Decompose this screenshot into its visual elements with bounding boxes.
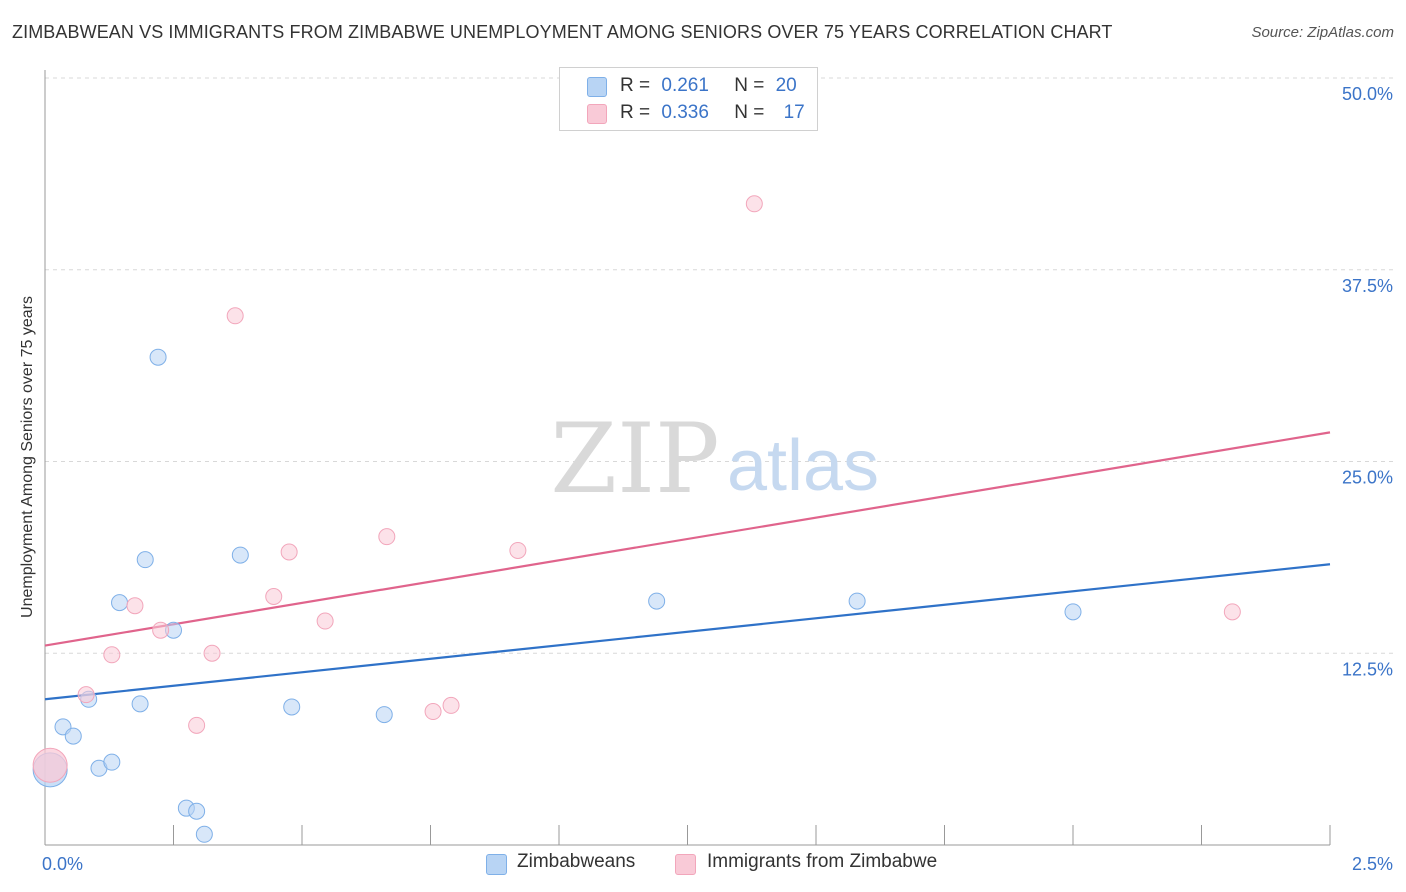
- grid-layer: [45, 77, 1395, 654]
- series-legend-zimbabweans: Zimbabweans: [486, 851, 636, 875]
- legend-swatch-zimbabweans: [486, 854, 507, 875]
- point-immigrants: [280, 543, 298, 561]
- legend-row-immigrants: R = 0.336 N = 17: [620, 102, 805, 126]
- trendline-zimbabweans: [44, 563, 1331, 701]
- y-tick-label: 25.0%: [1342, 468, 1393, 488]
- trendline-immigrants: [44, 431, 1331, 647]
- point-immigrants: [745, 195, 763, 213]
- legend-r-label: R =: [620, 102, 651, 123]
- y-tick-label: 50.0%: [1342, 84, 1393, 104]
- legend-n-label: N =: [734, 102, 765, 123]
- axis-layer: [44, 70, 1331, 846]
- points-layer: [32, 195, 1241, 843]
- point-immigrants: [378, 528, 396, 546]
- series-legend-immigrants: Immigrants from Zimbabwe: [675, 851, 938, 875]
- point-zimbabweans: [848, 592, 866, 610]
- legend-swatch-immigrants: [675, 854, 696, 875]
- legend-swatch-immigrants: [587, 104, 607, 124]
- point-zimbabweans: [283, 698, 301, 716]
- point-zimbabweans: [149, 348, 167, 366]
- trend-layer: [44, 431, 1331, 701]
- point-immigrants: [103, 646, 121, 664]
- point-zimbabweans: [136, 551, 154, 569]
- point-zimbabweans: [111, 594, 129, 612]
- point-zimbabweans: [188, 802, 206, 820]
- stats-legend: R = 0.261 N = 20 R = 0.336 N = 17: [559, 67, 818, 131]
- x-tick-label: 0.0%: [42, 854, 83, 874]
- point-immigrants: [424, 703, 442, 721]
- point-immigrants: [77, 686, 95, 704]
- legend-label-zimbabweans: Zimbabweans: [517, 851, 636, 872]
- point-zimbabweans: [231, 546, 249, 564]
- legend-swatch-zimbabweans: [587, 77, 607, 97]
- point-zimbabweans: [103, 753, 121, 771]
- legend-n-value: 20: [775, 75, 797, 96]
- point-immigrants: [226, 307, 244, 325]
- chart-title: ZIMBABWEAN VS IMMIGRANTS FROM ZIMBABWE U…: [12, 22, 1113, 42]
- y-tick-label: 37.5%: [1342, 276, 1393, 296]
- source-credit: Source: ZipAtlas.com: [1251, 24, 1394, 41]
- point-zimbabweans: [195, 825, 213, 843]
- point-immigrants: [152, 621, 170, 639]
- point-zimbabweans: [1064, 603, 1082, 621]
- legend-n-value: 17: [783, 102, 805, 123]
- legend-label-immigrants: Immigrants from Zimbabwe: [707, 851, 938, 872]
- point-immigrants: [32, 747, 68, 783]
- point-immigrants: [316, 612, 334, 630]
- x-tick-label: 2.5%: [1352, 854, 1393, 874]
- point-immigrants: [1223, 603, 1241, 621]
- legend-row-zimbabweans: R = 0.261 N = 20: [620, 75, 797, 99]
- point-immigrants: [203, 644, 221, 662]
- watermark: ZIP atlas: [550, 403, 879, 515]
- watermark-atlas: atlas: [727, 426, 879, 506]
- point-zimbabweans: [375, 706, 393, 724]
- legend-r-value: 0.336: [661, 102, 709, 123]
- point-zimbabweans: [131, 695, 149, 713]
- y-tick-label: 12.5%: [1342, 659, 1393, 679]
- legend-r-value: 0.261: [661, 75, 709, 96]
- point-immigrants: [188, 716, 206, 734]
- tick-label-layer: 12.5% 25.0% 37.5% 50.0% 0.0% 2.5%: [42, 84, 1393, 874]
- legend-r-label: R =: [620, 75, 651, 96]
- point-immigrants: [442, 696, 460, 714]
- watermark-zip: ZIP: [550, 403, 719, 515]
- point-immigrants: [265, 587, 283, 605]
- point-zimbabweans: [648, 592, 666, 610]
- legend-n-label: N =: [734, 75, 765, 96]
- point-immigrants: [126, 597, 144, 615]
- point-zimbabweans: [64, 727, 82, 745]
- point-immigrants: [509, 541, 527, 559]
